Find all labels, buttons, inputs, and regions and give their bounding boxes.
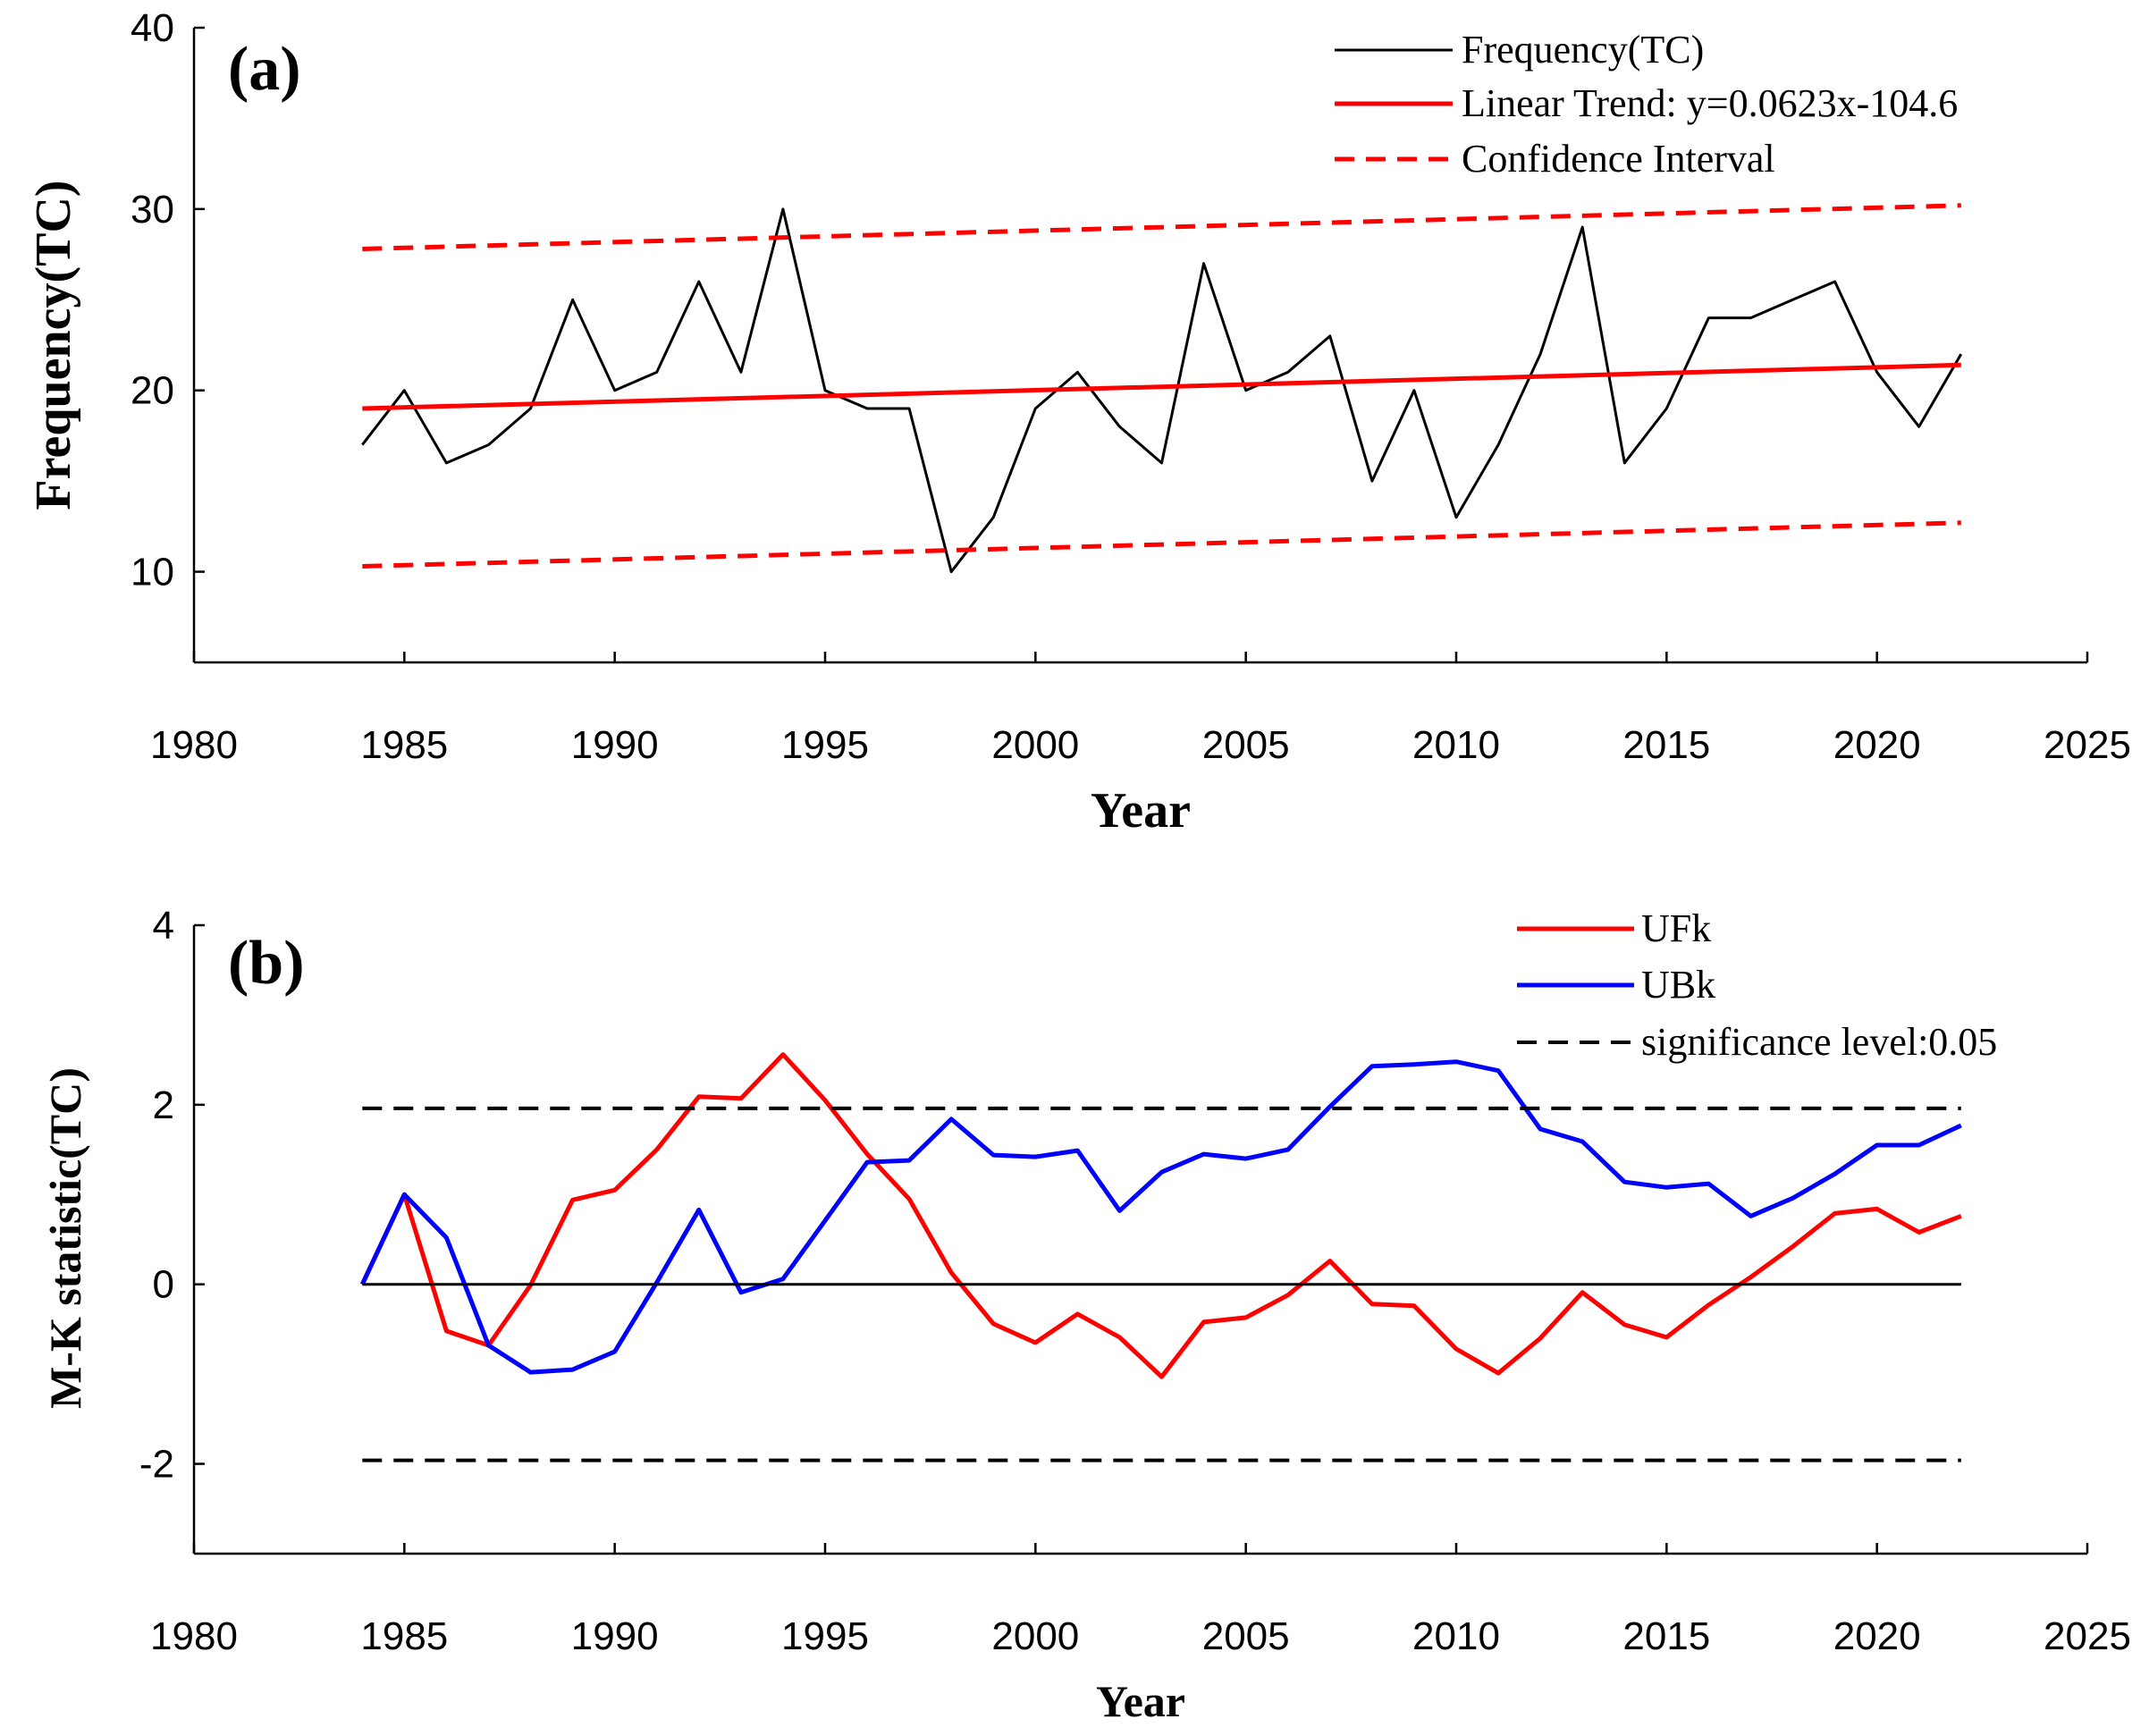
y-tick-label-b-0: 0 bbox=[153, 1263, 174, 1307]
x-tick-label-a-2010: 2010 bbox=[1412, 723, 1500, 767]
panel-a-legend: Frequency(TC) Linear Trend: y=0.0623x-10… bbox=[1335, 28, 1958, 181]
y-tick-label-b--2: -2 bbox=[139, 1443, 174, 1487]
panel-a-label: (a) bbox=[228, 35, 301, 104]
legend-label-frequency: Frequency(TC) bbox=[1462, 28, 1704, 72]
panel-a-y-ticks: 10 20 30 40 bbox=[131, 6, 205, 594]
panel-b-y-ticks: -2 0 2 4 bbox=[139, 904, 205, 1487]
y-tick-label-a-10: 10 bbox=[131, 551, 174, 594]
y-tick-label-a-20: 20 bbox=[131, 369, 174, 413]
series-line-b-ubk bbox=[360, 1059, 1962, 1375]
x-tick-label-b-2020: 2020 bbox=[1833, 1614, 1921, 1658]
y-tick-label-a-30: 30 bbox=[131, 188, 174, 232]
panel-b-x-ticks: 1980 1985 1990 1995 2000 2005 2010 2015 2020 2025 bbox=[150, 1543, 2131, 1658]
panel-a-frequency-chart: 1980 1985 1990 1995 2000 2005 2010 2015 2020 2025… bbox=[26, 6, 2131, 839]
panel-a-x-axis-title: Year bbox=[1091, 783, 1191, 839]
x-tick-label-b-1985: 1985 bbox=[360, 1614, 448, 1658]
x-tick-label-a-1985: 1985 bbox=[360, 723, 448, 767]
panel-b-plot-area bbox=[360, 1052, 1962, 1462]
panel-a-plot-area bbox=[361, 203, 1963, 574]
x-tick-label-a-2015: 2015 bbox=[1622, 723, 1710, 767]
x-tick-label-a-2025: 2025 bbox=[2044, 723, 2131, 767]
y-tick-label-a-40: 40 bbox=[131, 6, 174, 50]
legend-label-confidence-interval: Confidence Interval bbox=[1462, 137, 1775, 181]
y-tick-label-b-2: 2 bbox=[153, 1083, 174, 1127]
x-tick-label-a-2005: 2005 bbox=[1202, 723, 1290, 767]
panel-a-x-ticks: 1980 1985 1990 1995 2000 2005 2010 2015 2020 2025 bbox=[150, 652, 2131, 767]
legend-label-ubk: UBk bbox=[1641, 963, 1715, 1007]
panel-b-y-axis-title: M-K statistic(TC) bbox=[40, 1067, 90, 1409]
series-line-b-ufk bbox=[360, 1052, 1962, 1379]
series-line-a-confidence-interval-lower bbox=[362, 520, 1961, 569]
x-tick-label-b-2015: 2015 bbox=[1622, 1614, 1710, 1658]
x-tick-label-b-1990: 1990 bbox=[571, 1614, 659, 1658]
x-tick-label-b-1995: 1995 bbox=[781, 1614, 869, 1658]
series-line-a-confidence-interval bbox=[362, 203, 1961, 251]
x-tick-label-b-2010: 2010 bbox=[1412, 1614, 1500, 1658]
series-line-a-linear-trend-y-0-0623x-104-6 bbox=[362, 362, 1961, 411]
panel-b-legend: UFk UBk significance level:0.05 bbox=[1517, 906, 1997, 1064]
legend-label-significance-level: significance level:0.05 bbox=[1641, 1020, 1997, 1064]
panel-b-x-axis-title: Year bbox=[1096, 1676, 1185, 1726]
panel-a-y-axis-title: Frequency(TC) bbox=[26, 180, 81, 510]
series-line-a-frequency-tc bbox=[361, 207, 1963, 574]
x-tick-label-a-1990: 1990 bbox=[571, 723, 659, 767]
panel-b-label: (b) bbox=[228, 929, 305, 998]
y-tick-label-b-4: 4 bbox=[153, 904, 174, 948]
legend-label-ufk: UFk bbox=[1641, 906, 1711, 950]
x-tick-label-b-1980: 1980 bbox=[150, 1614, 238, 1658]
x-tick-label-a-1980: 1980 bbox=[150, 723, 238, 767]
x-tick-label-b-2025: 2025 bbox=[2044, 1614, 2131, 1658]
legend-label-linear-trend: Linear Trend: y=0.0623x-104.6 bbox=[1462, 81, 1958, 125]
x-tick-label-a-2000: 2000 bbox=[991, 723, 1079, 767]
panel-b-mk-statistic-chart: 1980 1985 1990 1995 2000 2005 2010 2015 2020 2025… bbox=[40, 904, 2131, 1726]
x-tick-label-a-1995: 1995 bbox=[781, 723, 869, 767]
x-tick-label-b-2000: 2000 bbox=[991, 1614, 1079, 1658]
x-tick-label-b-2005: 2005 bbox=[1202, 1614, 1290, 1658]
x-tick-label-a-2020: 2020 bbox=[1833, 723, 1921, 767]
